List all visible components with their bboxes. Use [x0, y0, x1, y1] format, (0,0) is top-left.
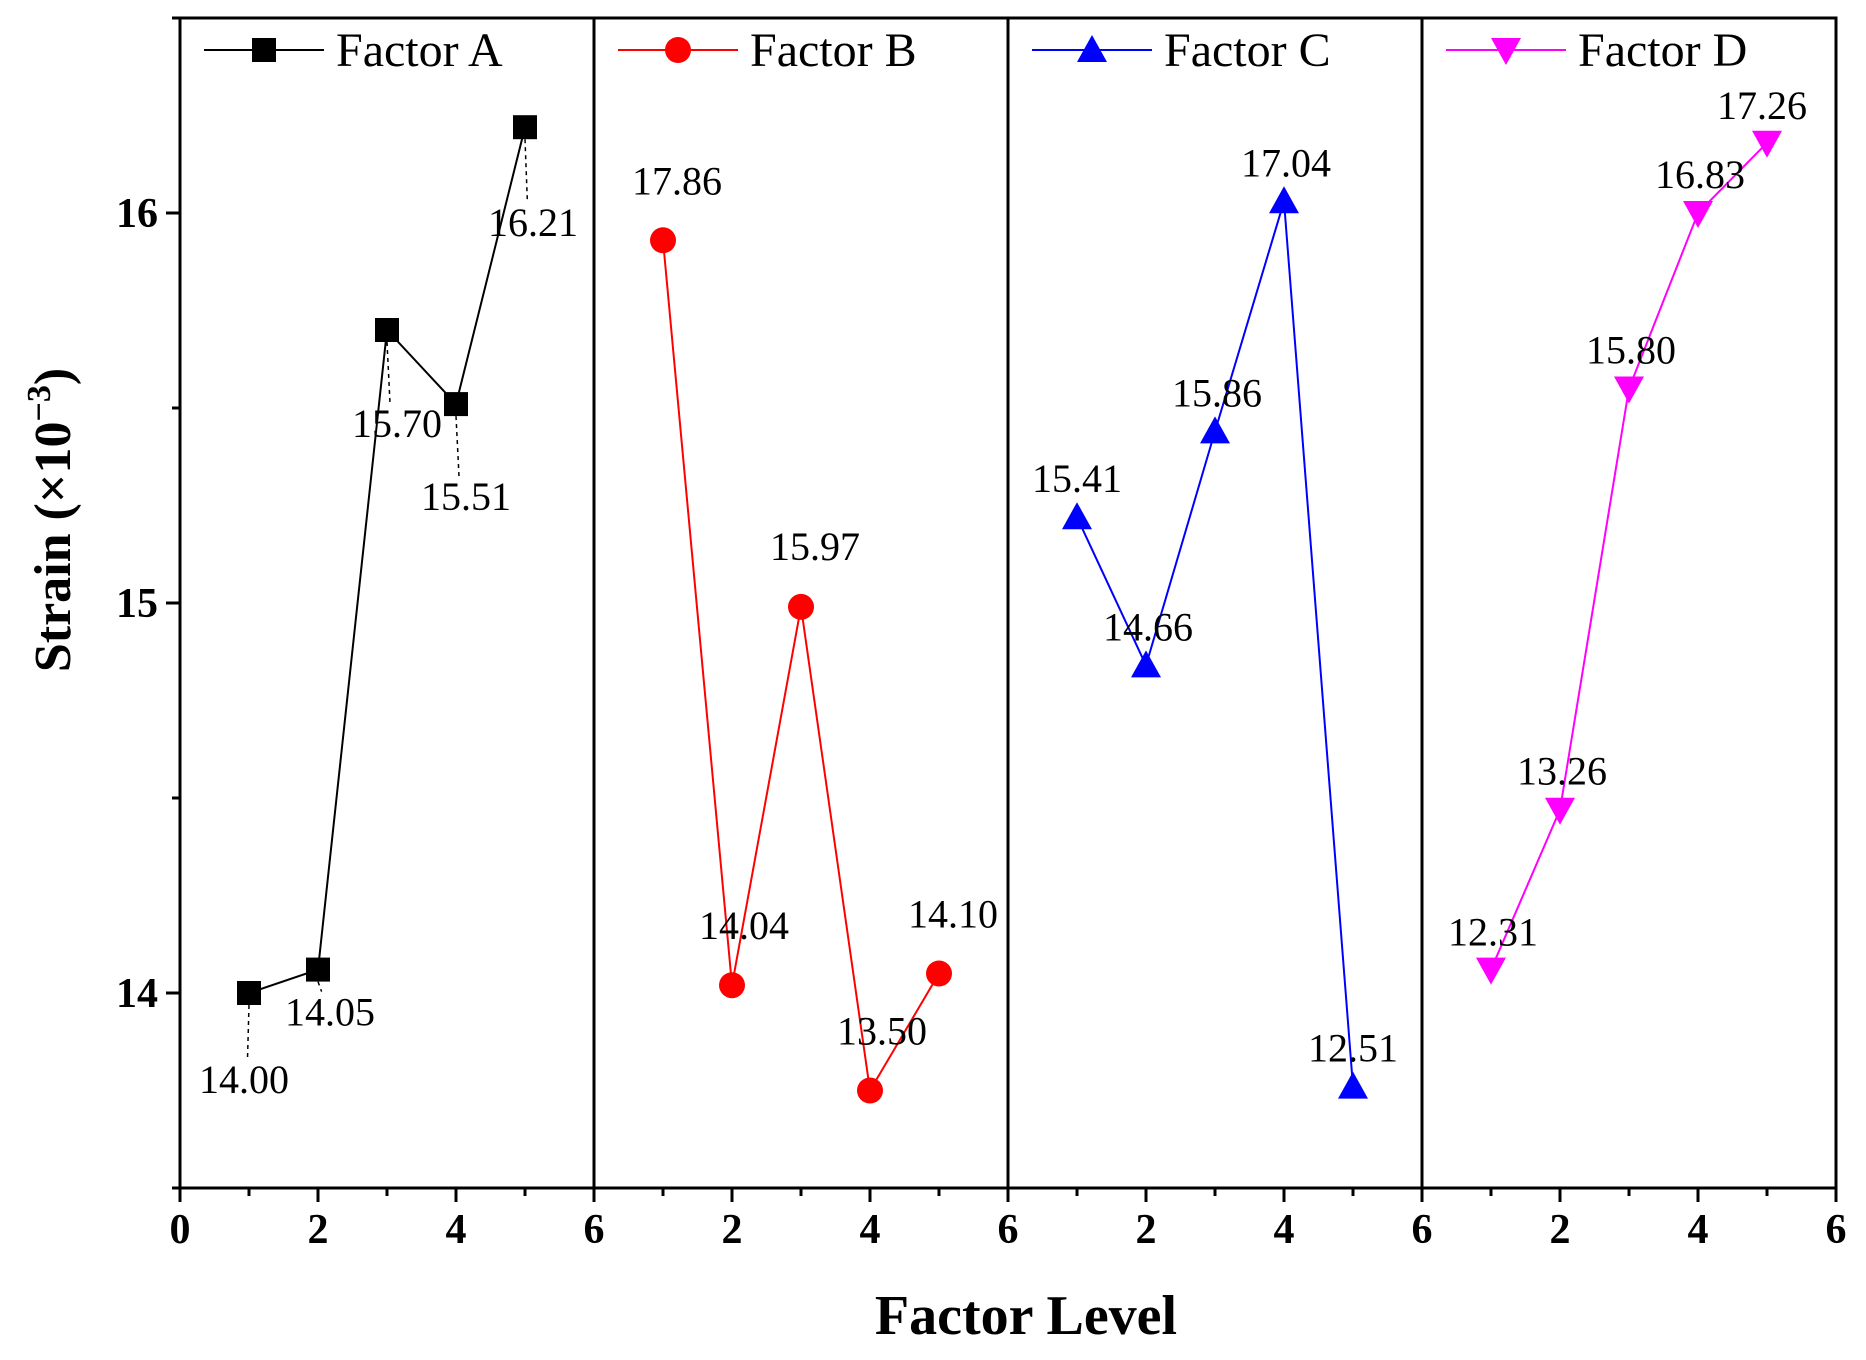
marker-triangle-down — [1752, 130, 1782, 158]
marker-square — [513, 115, 537, 140]
series-line — [662, 240, 940, 1094]
marker-square — [252, 38, 276, 62]
x-tick-label: 6 — [1826, 1207, 1847, 1253]
y-tick-label: 16 — [116, 191, 158, 237]
marker-triangle-up — [1077, 35, 1107, 62]
data-label: 15.80 — [1586, 328, 1676, 373]
series-factor-a: 14.00 14.05 15.70 15.51 16.21 — [199, 115, 578, 1102]
legend-factor-b: Factor B — [618, 24, 917, 77]
data-label: 16.21 — [488, 200, 578, 245]
series-factor-c: 15.41 14.66 15.86 17.04 12.51 — [1032, 140, 1398, 1099]
x-tick-label: 4 — [446, 1207, 467, 1253]
series-factor-b: 17.86 14.04 15.97 13.50 14.10 — [632, 158, 998, 1104]
data-label: 13.50 — [837, 1009, 927, 1054]
marker-triangle-down — [1476, 957, 1506, 985]
data-label: 14.04 — [699, 903, 789, 948]
marker-circle — [926, 960, 952, 987]
marker-triangle-up — [1200, 416, 1230, 444]
data-label: 14.00 — [199, 1057, 289, 1102]
data-label: 15.41 — [1032, 456, 1122, 501]
label-leader — [524, 139, 529, 203]
data-label: 16.83 — [1655, 152, 1745, 197]
series-line — [248, 126, 526, 994]
marker-circle — [719, 972, 745, 999]
axes-layer: 14 15 16 0 2 4 6 2 4 6 2 4 6 2 4 6 — [116, 16, 1847, 1253]
marker-circle — [665, 37, 691, 63]
marker-triangle-down — [1491, 38, 1521, 65]
label-leader — [317, 981, 323, 992]
marker-square — [444, 392, 468, 417]
x-tick-label: 2 — [308, 1207, 329, 1253]
marker-square — [237, 981, 261, 1005]
y-axis-title-close: ) — [25, 368, 82, 385]
x-tick-label: 4 — [1274, 1207, 1295, 1253]
data-label: 13.26 — [1517, 749, 1607, 794]
data-label: 17.86 — [632, 158, 722, 203]
panels-layer: 14.00 14.05 15.70 15.51 16.21 Factor A 17.86 14… — [199, 24, 1807, 1104]
x-tick-label: 4 — [860, 1207, 881, 1253]
legend-factor-d: Factor D — [1446, 24, 1747, 77]
data-label: 14.10 — [908, 892, 998, 937]
label-leader — [386, 341, 391, 404]
marker-triangle-up — [1131, 650, 1161, 678]
marker-circle — [857, 1077, 883, 1104]
data-label: 14.66 — [1103, 604, 1193, 649]
y-axis-title-exponent: −3 — [21, 385, 58, 421]
marker-square — [375, 318, 399, 342]
data-label: 15.70 — [352, 401, 442, 446]
y-tick-label: 14 — [116, 971, 158, 1017]
data-label: 15.97 — [770, 524, 860, 569]
marker-triangle-down — [1614, 376, 1644, 404]
label-leader — [455, 416, 460, 477]
data-label: 14.05 — [285, 990, 375, 1035]
y-axis-title-main: Strain (×10 — [25, 422, 82, 673]
x-tick-label: 2 — [1550, 1207, 1571, 1253]
legend-factor-c: Factor C — [1032, 24, 1331, 77]
label-leader — [246, 1004, 250, 1060]
data-label: 15.51 — [421, 474, 511, 519]
x-axis-title: Factor Level — [875, 1285, 1177, 1347]
marker-square — [306, 957, 330, 982]
x-tick-label: 2 — [722, 1207, 743, 1253]
series-factor-d: 12.31 13.26 15.80 16.83 17.26 — [1448, 83, 1807, 985]
data-label: 17.04 — [1241, 140, 1331, 185]
x-tick-label: 0 — [170, 1207, 191, 1253]
legend-label: Factor A — [336, 24, 503, 77]
legend-factor-a: Factor A — [204, 24, 503, 77]
y-axis-title: Strain (×10−3) — [21, 368, 82, 672]
y-tick-label: 15 — [116, 581, 158, 627]
legend-label: Factor B — [750, 24, 917, 77]
marker-triangle-up — [1062, 502, 1092, 530]
marker-triangle-down — [1683, 201, 1713, 228]
x-tick-label: 4 — [1688, 1207, 1709, 1253]
x-tick-label: 6 — [1412, 1207, 1433, 1253]
x-tick-label: 2 — [1136, 1207, 1157, 1253]
series-line — [1490, 142, 1768, 970]
marker-circle — [788, 593, 814, 620]
marker-triangle-up — [1338, 1071, 1368, 1099]
marker-circle — [650, 227, 676, 254]
marker-triangle-up — [1269, 186, 1299, 214]
marker-triangle-down — [1545, 797, 1575, 825]
data-label: 12.31 — [1448, 910, 1538, 955]
x-tick-label: 6 — [998, 1207, 1019, 1253]
data-label: 15.86 — [1172, 370, 1262, 415]
x-tick-label: 6 — [584, 1207, 605, 1253]
legend-label: Factor D — [1578, 24, 1747, 77]
legend-label: Factor C — [1164, 24, 1331, 77]
data-label: 17.26 — [1717, 83, 1807, 128]
data-label: 12.51 — [1308, 1026, 1398, 1071]
